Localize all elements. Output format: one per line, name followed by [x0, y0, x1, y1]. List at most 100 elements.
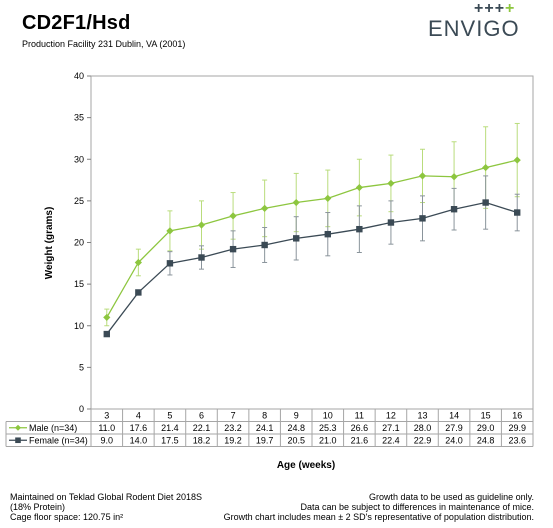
data-label: 24.0: [445, 436, 463, 446]
y-tick-label: 5: [79, 362, 84, 372]
logo-crosses: ++++: [474, 0, 516, 17]
data-label: 26.6: [351, 423, 369, 433]
data-label: 20.5: [287, 436, 305, 446]
data-point: [229, 245, 237, 253]
y-tick-label: 35: [74, 113, 84, 123]
data-label: 29.9: [508, 423, 526, 433]
envigo-logo: ENVIGO: [428, 16, 520, 41]
data-point: [166, 227, 174, 235]
data-point: [387, 179, 395, 187]
disclaimer-line-3: Growth chart includes mean ± 2 SD's repr…: [223, 512, 534, 522]
series-layer: [103, 156, 521, 338]
x-axis-label: Age (weeks): [277, 460, 335, 471]
data-point: [197, 221, 206, 229]
y-tick-label: 30: [74, 154, 84, 164]
data-label: 28.0: [414, 423, 432, 433]
page-title: CD2F1/Hsd: [22, 12, 131, 34]
data-label: 9.0: [101, 436, 114, 446]
x-tick-label: 7: [231, 411, 236, 421]
data-point: [514, 209, 521, 216]
series-line: [106, 201, 518, 335]
data-point: [229, 212, 237, 220]
data-label: 18.2: [193, 436, 211, 446]
x-tick-label: 14: [449, 411, 459, 421]
diet-line: Maintained on Teklad Global Rodent Diet …: [10, 492, 202, 502]
data-label: 24.8: [477, 436, 495, 446]
disclaimer-line-2: Data can be subject to differences in ma…: [300, 502, 534, 512]
data-point: [450, 173, 458, 181]
y-tick-label: 25: [74, 196, 84, 206]
data-point: [261, 204, 269, 212]
data-point: [418, 172, 427, 180]
data-label: 19.7: [256, 436, 274, 446]
x-tick-label: 3: [104, 411, 109, 421]
legend-marker: [15, 437, 21, 444]
data-point: [324, 194, 332, 202]
data-label: 24.1: [256, 423, 274, 433]
data-label: 21.4: [161, 423, 179, 433]
data-point: [387, 219, 395, 226]
data-label: 17.5: [161, 436, 179, 446]
data-label: 23.6: [508, 436, 526, 446]
data-table: 3 4 5 6 7 8 9 10 11 12 13 14 15 16 Male (n=34) 11.0 17.6…: [5, 408, 534, 447]
data-point: [293, 235, 300, 242]
y-tick-label: 0: [79, 404, 84, 414]
data-label: 14.0: [130, 436, 148, 446]
data-point: [450, 206, 458, 213]
data-label: 24.8: [287, 423, 305, 433]
data-point: [513, 156, 521, 164]
data-point: [135, 289, 142, 296]
x-tick-label: 15: [481, 411, 491, 421]
data-point: [103, 330, 110, 338]
diet-note: Maintained on Teklad Global Rodent Diet …: [10, 492, 202, 522]
series-line: [106, 159, 518, 318]
cage-space-line: Cage floor space: 120.75 in²: [10, 512, 124, 522]
x-tick-label: 4: [136, 411, 141, 421]
data-label: 27.9: [445, 423, 463, 433]
y-axis-label: Weight (grams): [44, 207, 55, 280]
data-point: [103, 313, 111, 322]
disclaimer-line-1: Growth data to be used as guideline only…: [369, 492, 534, 502]
x-tick-label: 11: [355, 411, 364, 421]
x-tick-label: 16: [512, 411, 522, 421]
x-tick-label: 10: [323, 411, 333, 421]
data-label: 21.6: [351, 436, 369, 446]
data-point: [356, 225, 363, 233]
data-point: [324, 230, 331, 238]
data-point: [134, 258, 142, 267]
legend-label: Female (n=34): [29, 436, 88, 446]
data-point: [261, 241, 268, 249]
data-label: 22.1: [193, 423, 211, 433]
data-label: 11.0: [98, 423, 115, 433]
page-subtitle: Production Facility 231 Dublin, VA (2001…: [22, 39, 186, 49]
protein-line: (18% Protein): [10, 502, 66, 512]
disclaimer-note: Growth data to be used as guideline only…: [224, 492, 534, 522]
legend-marker: [15, 424, 21, 431]
data-label: 19.2: [224, 436, 242, 446]
legend-label: Male (n=34): [29, 423, 77, 433]
data-label: 21.0: [319, 436, 337, 446]
data-point: [198, 254, 205, 261]
data-point: [166, 260, 174, 267]
errorbar-layer: [104, 122, 520, 327]
y-tick-label: 10: [74, 321, 84, 331]
data-label: 23.2: [224, 423, 242, 433]
x-tick-label: 9: [294, 411, 299, 421]
plot-frame: [90, 75, 534, 410]
data-label: 22.9: [414, 436, 432, 446]
data-label: 25.3: [319, 423, 337, 433]
data-point: [419, 215, 426, 222]
y-tick-label: 15: [74, 279, 84, 289]
axes-layer: 0 5 10 15 20 25 30 35 40: [74, 71, 534, 414]
data-label: 27.1: [382, 423, 400, 433]
data-point: [292, 198, 300, 207]
data-label: 29.0: [477, 423, 495, 433]
data-label: 17.6: [130, 423, 148, 433]
y-tick-label: 20: [74, 238, 84, 248]
x-tick-label: 5: [167, 411, 172, 421]
x-tick-label: 8: [262, 411, 267, 421]
x-tick-label: 12: [386, 411, 396, 421]
x-tick-label: 6: [199, 411, 204, 421]
y-tick-label: 40: [74, 71, 84, 81]
